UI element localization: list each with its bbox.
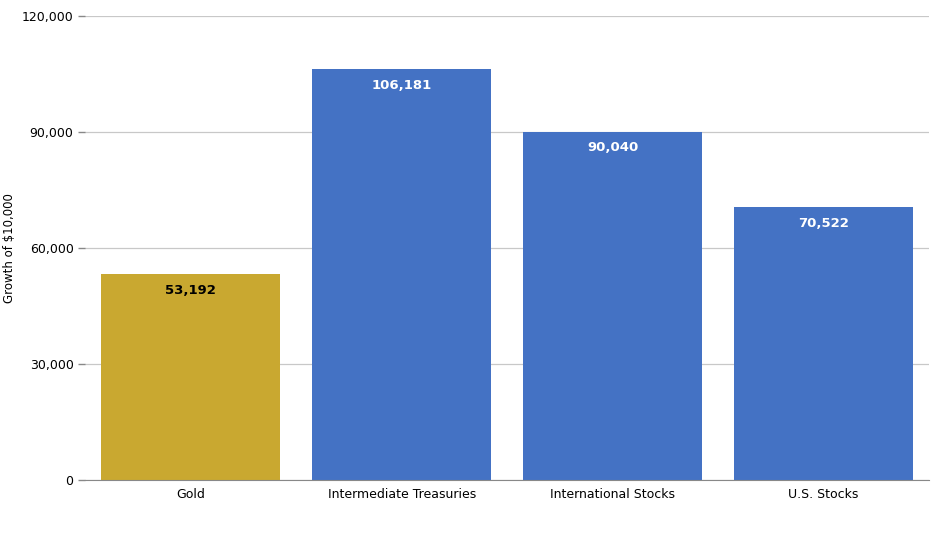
Bar bbox=[312, 69, 491, 480]
Y-axis label: Growth of $10,000: Growth of $10,000 bbox=[3, 193, 16, 303]
Text: 70,522: 70,522 bbox=[798, 217, 849, 230]
Text: 106,181: 106,181 bbox=[372, 79, 432, 92]
Text: 90,040: 90,040 bbox=[587, 141, 638, 155]
Bar bbox=[734, 207, 913, 480]
Text: 53,192: 53,192 bbox=[165, 284, 216, 297]
Bar bbox=[101, 274, 281, 480]
Bar bbox=[523, 132, 702, 480]
